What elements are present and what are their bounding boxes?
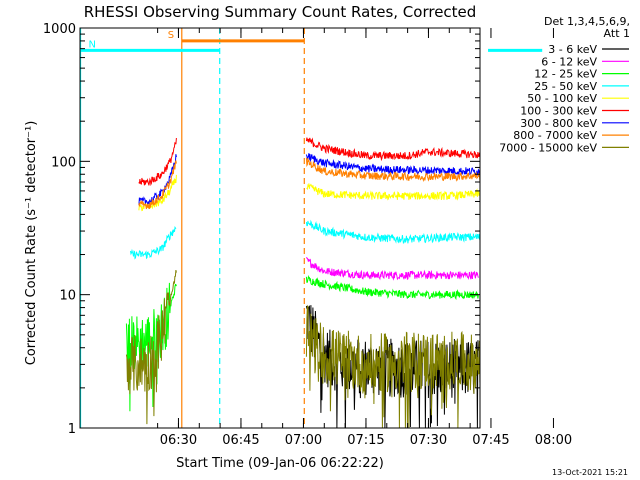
series-100-300-kev (138, 137, 480, 187)
x-tick-label: 08:00 (535, 433, 572, 448)
series-layer (125, 137, 480, 428)
x-tick-label: 07:00 (285, 433, 322, 448)
series-line-3-0 (130, 226, 177, 260)
legend-header-line: Att 1 (604, 27, 630, 40)
series-line-7-1 (305, 157, 480, 183)
x-tick-label: 07:15 (347, 433, 384, 448)
x-axis-label: Start Time (09-Jan-06 06:22:22) (176, 456, 384, 471)
x-tick-label: 07:30 (410, 433, 447, 448)
series-6-12-kev (305, 257, 479, 281)
legend-label: 7000 - 15000 keV (499, 141, 597, 154)
y-tick-label: 1000 (43, 22, 76, 37)
series-line-5-1 (305, 137, 480, 162)
chart-title: RHESSI Observing Summary Count Rates, Co… (84, 3, 477, 21)
legend-header-line: Det 1,3,4,5,6,9, (544, 15, 630, 28)
x-tick-label: 06:45 (222, 433, 259, 448)
legend-label: 50 - 100 keV (527, 92, 597, 105)
y-tick-label: 10 (59, 289, 76, 304)
series-line-5-0 (138, 137, 177, 187)
plot-frame (79, 27, 481, 429)
series-line-3-1 (305, 219, 480, 244)
x-tick-label: 07:45 (472, 433, 509, 448)
legend-label: 800 - 7000 keV (513, 129, 597, 142)
series-line-8-1 (305, 304, 480, 428)
series-25-50-kev (130, 219, 480, 260)
series-line-7-0 (138, 160, 177, 210)
series-line-8-0 (125, 270, 177, 425)
series-7000-15000-kev (125, 270, 480, 428)
flag-label-n: N (89, 39, 96, 50)
legend-label: 100 - 300 keV (520, 105, 597, 118)
x-tick-label: 06:30 (160, 433, 197, 448)
legend-label: 3 - 6 keV (548, 43, 597, 56)
date-stamp: 13-Oct-2021 15:21 (552, 468, 628, 477)
series-line-1-0 (305, 257, 479, 281)
y-axis-label: Corrected Count Rate (s⁻¹ detector⁻¹) (24, 121, 39, 366)
time-markers (80, 28, 305, 428)
axes: 1 10 100 1000 06:30 06:45 07:00 07:15 07:30 07:45… (43, 22, 572, 448)
y-tick-label: 1 (68, 422, 76, 437)
legend-label: 6 - 12 keV (541, 55, 597, 68)
series-line-6-1 (305, 153, 480, 177)
legend-label: 25 - 50 keV (534, 80, 597, 93)
legend-label: 300 - 800 keV (520, 117, 597, 130)
series-line-4-1 (306, 183, 480, 201)
series-line-2-1 (305, 274, 479, 301)
legend-label: 12 - 25 keV (534, 68, 597, 81)
series-800-7000-kev (138, 157, 480, 210)
y-tick-label: 100 (51, 155, 76, 170)
flag-bars: SN (80, 30, 543, 52)
flag-label-s: S (168, 30, 174, 41)
